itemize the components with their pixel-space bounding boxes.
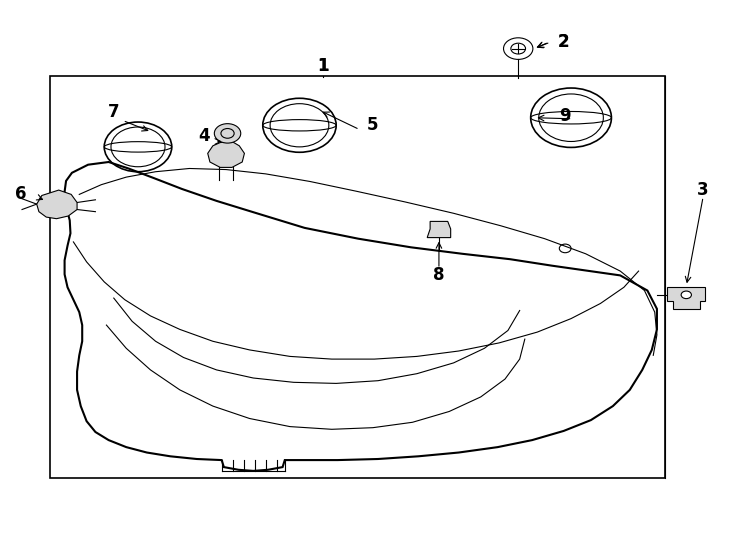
Text: 1: 1: [317, 57, 329, 75]
Text: 5: 5: [367, 116, 379, 134]
Polygon shape: [208, 141, 244, 167]
Polygon shape: [37, 190, 77, 219]
Polygon shape: [667, 287, 705, 309]
Text: 1: 1: [317, 57, 329, 75]
Polygon shape: [427, 221, 451, 238]
Text: 8: 8: [433, 266, 445, 285]
Text: 4: 4: [198, 127, 210, 145]
Circle shape: [681, 291, 691, 299]
Text: 3: 3: [697, 181, 709, 199]
Text: 7: 7: [108, 103, 120, 122]
Text: 9: 9: [559, 107, 571, 125]
Text: 2: 2: [558, 33, 570, 51]
Text: 2: 2: [558, 33, 570, 51]
Circle shape: [214, 124, 241, 143]
Text: 6: 6: [15, 185, 26, 204]
